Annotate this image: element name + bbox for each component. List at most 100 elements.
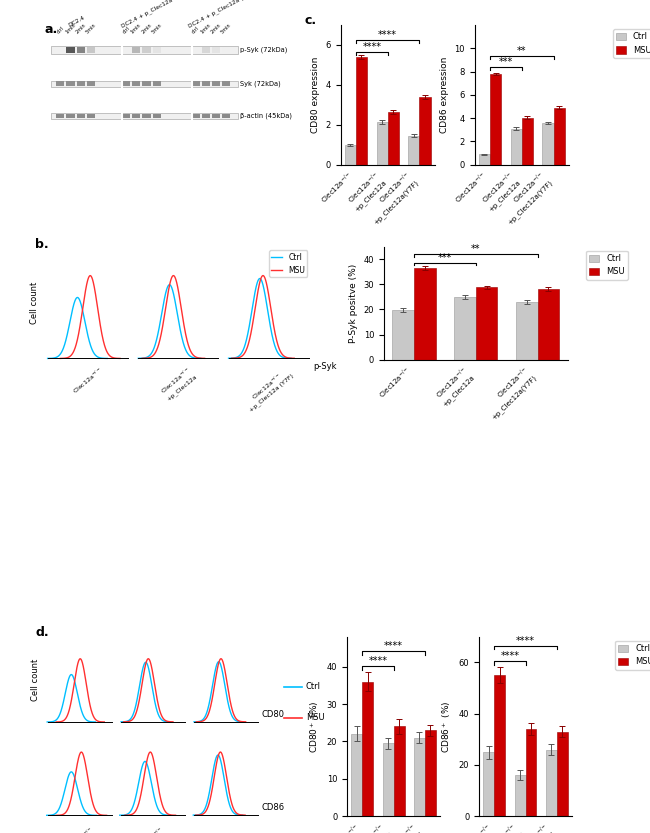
Text: DC2.4: DC2.4 [68, 15, 86, 28]
Bar [192, 113, 200, 118]
Bar [344, 145, 356, 165]
Text: Clec12a$^{-/-}$
+p_Clec12a (Y7F): Clec12a$^{-/-}$ +p_Clec12a (Y7F) [202, 825, 250, 833]
Bar [132, 47, 140, 53]
Bar [387, 112, 399, 165]
Bar [546, 750, 557, 816]
Text: ***: *** [499, 57, 513, 67]
Legend: Ctrl, MSU: Ctrl, MSU [615, 641, 650, 670]
Text: ****: **** [369, 656, 387, 666]
Bar [476, 287, 497, 360]
Bar [57, 81, 64, 87]
Bar [538, 289, 559, 360]
Bar [516, 302, 538, 360]
Text: ****: **** [500, 651, 519, 661]
Text: ****: **** [516, 636, 535, 646]
Text: d.: d. [36, 626, 49, 639]
Y-axis label: P-Syk positve (%): P-Syk positve (%) [349, 263, 358, 343]
Y-axis label: CD86$^+$ (%): CD86$^+$ (%) [441, 701, 453, 753]
Bar [414, 268, 436, 360]
Bar [392, 310, 414, 360]
Bar [483, 752, 494, 816]
Text: 1min: 1min [200, 22, 212, 35]
Bar [51, 81, 238, 87]
Bar [153, 113, 161, 118]
Bar [425, 731, 436, 816]
Text: **: ** [471, 244, 480, 254]
Bar [212, 47, 220, 53]
Text: MSU: MSU [306, 713, 324, 722]
Bar [87, 113, 95, 118]
Text: 1min: 1min [64, 22, 77, 35]
Y-axis label: CD80$^+$ (%): CD80$^+$ (%) [309, 701, 321, 753]
Bar [479, 154, 490, 165]
Text: p-Syk: p-Syk [313, 362, 337, 371]
Text: 2min: 2min [210, 22, 222, 35]
Bar [557, 731, 568, 816]
Bar [66, 47, 75, 53]
Bar [202, 81, 210, 87]
Bar [542, 122, 554, 165]
Bar [522, 117, 533, 165]
Bar [51, 113, 238, 118]
Bar [376, 122, 387, 165]
Bar [142, 47, 151, 53]
Bar [202, 113, 210, 118]
Bar [351, 734, 362, 816]
Bar [66, 81, 75, 87]
Text: β-actin (45kDa): β-actin (45kDa) [240, 112, 292, 119]
Text: c.: c. [305, 14, 317, 27]
Bar [383, 743, 394, 816]
Bar [554, 107, 565, 165]
Text: Ctrl: Ctrl [306, 682, 321, 691]
Bar [408, 136, 419, 165]
Bar [414, 738, 425, 816]
Text: b.: b. [35, 237, 49, 251]
Bar [222, 47, 230, 53]
Text: p-Syk (72kDa): p-Syk (72kDa) [240, 47, 287, 53]
Text: ****: **** [362, 42, 382, 52]
Bar [77, 81, 85, 87]
Text: Clec12a$^{-/-}$: Clec12a$^{-/-}$ [64, 825, 96, 833]
Text: Cell count: Cell count [30, 282, 39, 324]
Text: 2min: 2min [75, 22, 87, 35]
Bar [454, 297, 476, 360]
Text: ctrl: ctrl [122, 26, 131, 35]
Text: a.: a. [44, 22, 57, 36]
Bar [66, 113, 75, 118]
Text: Clec12a$^{-/-}$
+p_Clec12a: Clec12a$^{-/-}$ +p_Clec12a [159, 366, 198, 402]
Text: DC2.4 + p_Clec12a: DC2.4 + p_Clec12a [121, 0, 174, 29]
Bar [222, 113, 230, 118]
Bar [153, 81, 161, 87]
Bar [525, 729, 536, 816]
Bar [222, 81, 230, 87]
Bar [77, 47, 85, 53]
Bar [212, 81, 220, 87]
Text: 5min: 5min [84, 22, 97, 35]
Text: Syk (72kDa): Syk (72kDa) [240, 81, 281, 87]
Bar [362, 681, 373, 816]
Text: ***: *** [437, 253, 452, 263]
Text: 5min: 5min [220, 22, 232, 35]
Text: **: ** [517, 46, 526, 56]
Text: ****: **** [384, 641, 403, 651]
Bar [356, 57, 367, 165]
Bar [515, 776, 525, 816]
Text: ctrl: ctrl [56, 26, 65, 35]
Text: CD80: CD80 [262, 710, 285, 719]
Bar [87, 81, 95, 87]
Text: Clec12a$^{-/-}$
+p_Clec12a: Clec12a$^{-/-}$ +p_Clec12a [135, 825, 171, 833]
Bar [122, 113, 130, 118]
Text: Clec12a$^{-/-}$: Clec12a$^{-/-}$ [71, 366, 105, 396]
Bar [419, 97, 430, 165]
Text: Clec12a$^{-/-}$
+p_Clec12a (Y7F): Clec12a$^{-/-}$ +p_Clec12a (Y7F) [242, 366, 295, 413]
Bar [77, 113, 85, 118]
Y-axis label: CD80 expression: CD80 expression [311, 57, 320, 133]
Text: ****: **** [378, 30, 397, 40]
Bar [51, 47, 238, 54]
Text: 5min: 5min [151, 22, 163, 35]
Bar [142, 113, 151, 118]
Bar [511, 128, 522, 165]
Bar [212, 113, 220, 118]
Bar [87, 47, 95, 53]
Text: 2min: 2min [140, 22, 153, 35]
